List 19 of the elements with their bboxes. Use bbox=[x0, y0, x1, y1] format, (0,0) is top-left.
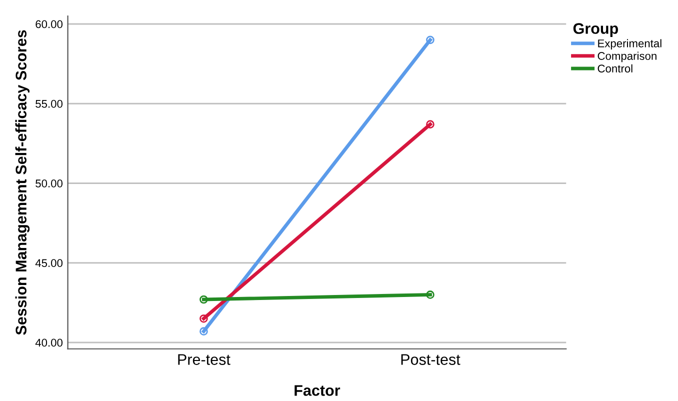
point bbox=[426, 290, 434, 299]
y-axis-title: Session Management Self-efficacy Scores bbox=[15, 30, 30, 335]
y-tick-label: 50.00 bbox=[36, 180, 63, 188]
point bbox=[200, 314, 208, 323]
x-tick-label: Pre-test bbox=[178, 354, 230, 365]
y-tick-label: 55.00 bbox=[36, 100, 63, 108]
point bbox=[426, 120, 434, 128]
x-axis-title: Factor bbox=[294, 385, 340, 396]
point bbox=[426, 36, 434, 44]
y-tick-label: 40.00 bbox=[35, 338, 63, 347]
legend-label: Experimental bbox=[598, 39, 662, 50]
point bbox=[200, 327, 208, 336]
legend-label: Control bbox=[598, 64, 632, 72]
point bbox=[200, 295, 208, 304]
legend-title: Group bbox=[573, 23, 618, 37]
y-tick-label: 45.00 bbox=[35, 259, 63, 268]
legend-label: Comparison bbox=[598, 52, 656, 62]
y-tick-label: 60.00 bbox=[36, 20, 63, 28]
x-tick-label: Post-test bbox=[401, 354, 460, 365]
